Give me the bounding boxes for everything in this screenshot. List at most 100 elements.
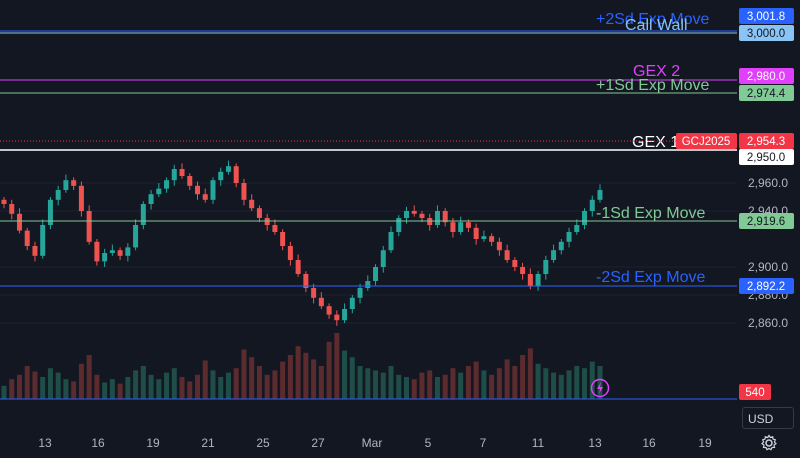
volume-bar (396, 374, 402, 399)
volume-bar (574, 366, 580, 399)
candle-body (380, 250, 386, 267)
candle (434, 205, 440, 228)
level-price-tag (739, 8, 794, 24)
level-label: GEX 1 (632, 134, 679, 151)
last-price-tag (739, 133, 794, 149)
level-price-tag-text: 2,919.6 (747, 216, 785, 228)
candle (272, 219, 278, 235)
x-tick-label: Mar (362, 436, 383, 450)
volume-bar (164, 372, 170, 399)
candle (280, 229, 286, 251)
candle-body (210, 180, 216, 200)
candle (535, 271, 541, 291)
volume-bar (287, 355, 293, 399)
volume-bar (434, 377, 440, 399)
candle (225, 160, 231, 175)
candle-body (156, 188, 162, 195)
level-label: +1Sd Exp Move (596, 77, 710, 94)
volume-bar (16, 374, 22, 399)
volume-bar (357, 366, 363, 399)
candle-body (287, 246, 293, 260)
volume-bar (280, 361, 286, 399)
candle (249, 194, 255, 211)
volume-bar (148, 374, 154, 399)
candle (24, 227, 30, 251)
candle-body (148, 194, 154, 204)
candle-body (458, 222, 464, 232)
volume-bar (55, 372, 61, 399)
candle-body (566, 232, 572, 242)
candle (63, 174, 69, 193)
candle (365, 275, 371, 291)
volume-bar (1, 385, 7, 399)
candle-body (171, 169, 177, 181)
candle-body (55, 190, 61, 200)
volume-bar (86, 355, 92, 399)
candle (171, 164, 177, 186)
volume-bar (94, 374, 100, 399)
volume-bars (1, 333, 603, 399)
price-axis-ticks: 2,860.02,880.02,900.02,940.02,960.0 (748, 176, 788, 330)
symbol-tag (676, 133, 737, 149)
symbol-tag-text: GCJ2025 (682, 136, 731, 148)
volume-bar (450, 368, 456, 399)
candle (295, 254, 301, 277)
candle-body (334, 314, 340, 321)
candle-body (94, 241, 100, 262)
candle (40, 219, 46, 259)
candle-body (280, 232, 286, 246)
volume-bar (195, 374, 201, 399)
candle-body (9, 204, 15, 214)
candle (582, 208, 588, 230)
volume-bar (411, 379, 417, 399)
candle-body (512, 260, 518, 267)
candle-body (47, 199, 53, 225)
candle-body (465, 222, 471, 228)
currency-selector[interactable]: USD (742, 407, 794, 429)
volume-bar (318, 366, 324, 399)
volume-bar (71, 381, 77, 399)
level-label: -1Sd Exp Move (596, 205, 705, 222)
candle-body (125, 247, 131, 256)
level-price-tag (739, 213, 794, 229)
candle (558, 239, 564, 255)
level-price-tag-text: 3,001.8 (747, 11, 785, 23)
candle-body (24, 230, 30, 246)
volume-bar (63, 379, 69, 399)
time-axis[interactable] (0, 430, 737, 458)
level-price-tag-text: 3,000.0 (747, 28, 785, 40)
candle (481, 230, 487, 242)
candle (164, 177, 170, 193)
volume-bar (109, 379, 115, 399)
candle-body (32, 246, 38, 256)
volume-tag (739, 384, 771, 400)
volume-bar (473, 361, 479, 399)
level-label: +2Sd Exp Move (596, 11, 710, 28)
x-tick-label: 19 (146, 436, 160, 450)
candle-body (411, 211, 417, 214)
candle-body (551, 250, 557, 260)
volume-bar (311, 359, 317, 399)
candle (179, 163, 185, 179)
volume-bar (272, 370, 278, 399)
volume-bar (419, 372, 425, 399)
x-tick-label: 13 (588, 436, 602, 450)
candle-body (349, 297, 355, 309)
volume-bar (32, 371, 38, 399)
volume-bar (140, 366, 146, 399)
candle (311, 283, 317, 304)
candle (102, 248, 108, 267)
level-price-tag (739, 85, 794, 101)
gear-icon[interactable] (760, 434, 778, 452)
volume-bar (78, 363, 84, 399)
candle (233, 163, 239, 188)
volume-bar (187, 381, 193, 399)
candle (396, 215, 402, 237)
candle (520, 262, 526, 280)
candle-body (396, 218, 402, 232)
lightning-icon[interactable] (590, 378, 610, 398)
candle (9, 199, 15, 220)
candle (148, 190, 154, 210)
volume-bar (558, 374, 564, 399)
